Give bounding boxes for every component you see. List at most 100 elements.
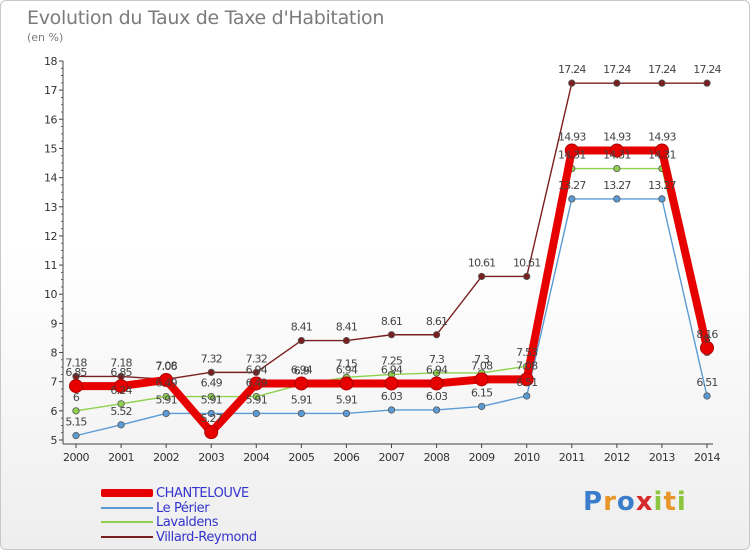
data-label-le-p-rier: 5.91 <box>201 393 222 406</box>
y-tick-label: 11 <box>44 259 57 272</box>
y-tick-label: 9 <box>51 317 58 330</box>
data-point-chantelouve <box>204 425 219 440</box>
x-tick-label: 2014 <box>694 451 720 464</box>
y-tick-label: 8 <box>51 347 58 360</box>
legend-label-chantelouve: CHANTELOUVE <box>156 486 249 501</box>
logo-letter: t <box>663 487 677 517</box>
data-label-le-p-rier: 13.27 <box>603 179 631 192</box>
data-label-le-p-rier: 5.91 <box>336 393 357 406</box>
y-tick-label: 10 <box>44 288 57 301</box>
data-label-chantelouve: 6.85 <box>110 366 132 379</box>
data-label-lavaldens: 14.31 <box>558 149 586 162</box>
data-point-lavaldens <box>72 407 80 415</box>
data-point-lavaldens <box>252 392 260 401</box>
logo-letter: r <box>603 487 617 517</box>
data-label-chantelouve: 7.08 <box>471 359 493 372</box>
data-point-chantelouve <box>474 372 489 387</box>
y-tick-label: 6 <box>51 405 58 418</box>
y-tick-label: 16 <box>44 113 57 126</box>
data-label-lavaldens: 14.31 <box>648 149 676 162</box>
data-label-lavaldens: 7.53 <box>516 346 538 359</box>
data-point-chantelouve <box>700 340 714 355</box>
y-tick-label: 15 <box>44 142 57 155</box>
data-label-chantelouve: 6.94 <box>381 363 403 376</box>
data-point-le-p-rier <box>478 402 486 411</box>
data-label-villard-reymond: 17.24 <box>648 63 676 76</box>
data-point-chantelouve <box>294 376 309 391</box>
data-label-villard-reymond: 8.41 <box>291 321 312 334</box>
data-label-chantelouve: 14.93 <box>558 131 586 144</box>
data-label-le-p-rier: 5.52 <box>110 405 131 418</box>
x-tick-label: 2013 <box>649 451 675 464</box>
legend-swatch-le-perier <box>101 506 153 509</box>
data-label-villard-reymond: 7.18 <box>110 356 132 369</box>
data-point-villard-reymond <box>342 336 351 345</box>
data-point-chantelouve <box>519 372 534 387</box>
data-point-lavaldens <box>613 164 621 173</box>
data-point-chantelouve <box>384 376 399 391</box>
data-label-villard-reymond: 7.32 <box>246 352 267 365</box>
data-point-le-p-rier <box>162 409 170 418</box>
data-point-villard-reymond <box>207 368 215 376</box>
data-label-le-p-rier: 6.03 <box>381 390 403 403</box>
data-label-lavaldens: 6.9 <box>294 365 310 378</box>
data-label-villard-reymond: 10.61 <box>468 256 496 269</box>
data-point-le-p-rier <box>342 409 351 418</box>
legend-label-lavaldens: Lavaldens <box>156 515 219 530</box>
data-point-villard-reymond <box>568 79 576 87</box>
data-point-chantelouve <box>654 143 669 158</box>
data-label-lavaldens: 7.25 <box>381 354 403 367</box>
x-tick-label: 2003 <box>198 451 224 464</box>
data-point-chantelouve <box>339 376 354 391</box>
data-point-le-p-rier <box>568 195 576 203</box>
data-label-chantelouve: 6.94 <box>291 363 313 376</box>
x-tick-label: 2011 <box>559 451 585 464</box>
data-label-lavaldens: 6.49 <box>246 377 268 390</box>
data-label-le-p-rier: 5.91 <box>291 393 312 406</box>
data-point-le-p-rier <box>117 421 125 429</box>
data-point-le-p-rier <box>207 409 215 418</box>
x-tick-label: 2007 <box>379 451 405 464</box>
data-point-le-p-rier <box>658 195 666 203</box>
data-point-villard-reymond <box>658 79 666 87</box>
data-label-lavaldens: 6 <box>73 391 80 404</box>
data-label-villard-reymond: 8.61 <box>426 315 447 328</box>
data-point-lavaldens <box>162 392 170 401</box>
data-point-lavaldens <box>432 369 441 377</box>
data-label-lavaldens: 6.49 <box>201 377 223 390</box>
data-label-villard-reymond: 8.61 <box>381 315 402 328</box>
data-point-chantelouve <box>429 376 444 391</box>
data-point-villard-reymond <box>252 368 260 376</box>
logo-letter: P <box>583 487 604 517</box>
legend-label-le-perier: Le Périer <box>156 500 210 516</box>
y-tick-label: 12 <box>44 230 57 243</box>
x-tick-label: 2008 <box>424 451 450 464</box>
data-point-le-p-rier <box>72 432 80 440</box>
chart-subtitle: (en %) <box>27 31 64 44</box>
data-point-le-p-rier <box>613 195 621 203</box>
data-label-chantelouve: 14.93 <box>603 131 631 144</box>
data-point-chantelouve <box>69 379 83 394</box>
data-label-le-p-rier: 13.27 <box>648 179 676 192</box>
x-tick-label: 2000 <box>63 451 89 464</box>
data-point-chantelouve <box>114 379 129 394</box>
y-tick-label: 18 <box>44 55 57 68</box>
data-point-villard-reymond <box>387 331 396 339</box>
y-tick-label: 17 <box>44 84 57 97</box>
data-label-le-p-rier: 5.15 <box>65 416 87 429</box>
data-label-villard-reymond: 17.24 <box>693 63 721 76</box>
data-label-villard-reymond: 17.24 <box>558 63 586 76</box>
data-label-villard-reymond: 10.61 <box>513 256 541 269</box>
data-label-chantelouve: 6.85 <box>65 366 87 379</box>
x-tick-label: 2012 <box>604 451 630 464</box>
data-label-villard-reymond: 7.32 <box>201 352 222 365</box>
data-point-le-p-rier <box>703 392 711 400</box>
legend-swatch-villard-reymond <box>101 535 153 538</box>
y-tick-label: 14 <box>44 172 57 185</box>
data-label-villard-reymond: 17.24 <box>603 63 631 76</box>
data-point-villard-reymond <box>432 331 441 339</box>
data-label-lavaldens: 7.15 <box>336 357 358 370</box>
x-tick-label: 2010 <box>514 451 540 464</box>
chart-title: Evolution du Taux de Taxe d'Habitation <box>27 7 385 29</box>
data-label-chantelouve: 5.27 <box>201 412 223 425</box>
